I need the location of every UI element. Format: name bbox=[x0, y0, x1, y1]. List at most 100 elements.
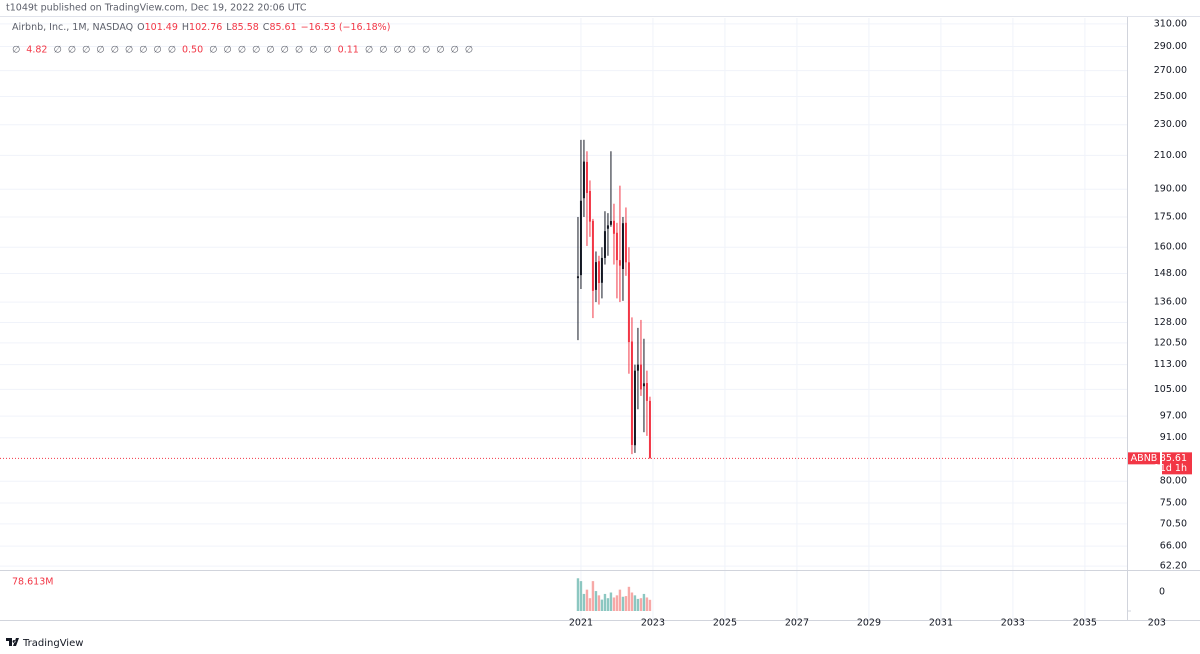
symbol: Airbnb, Inc., 1M, NASDAQ bbox=[12, 22, 133, 33]
x-tick-label: 2033 bbox=[1001, 618, 1025, 629]
candle-body bbox=[615, 232, 618, 261]
y-tick-label: 62.20 bbox=[1160, 561, 1187, 572]
y-tick-label: 128.00 bbox=[1154, 317, 1187, 328]
volume-bar bbox=[639, 598, 643, 611]
volume-bar bbox=[597, 595, 601, 611]
y-tick-label: 190.00 bbox=[1154, 184, 1187, 195]
y-tick-label: 113.00 bbox=[1154, 359, 1187, 370]
indicator-value: ∅ bbox=[168, 45, 176, 56]
y-tick-label: 290.00 bbox=[1154, 41, 1187, 52]
volume-tick-label: 0 bbox=[1159, 587, 1165, 598]
y-tick-label: 250.00 bbox=[1154, 91, 1187, 102]
indicator-value: ∅ bbox=[125, 45, 133, 56]
y-tick-label: 91.00 bbox=[1160, 432, 1187, 443]
volume-bar bbox=[603, 593, 607, 611]
candle-body bbox=[588, 190, 591, 222]
candle-body bbox=[603, 231, 606, 258]
x-tick-label: 203 bbox=[1148, 618, 1166, 629]
attribution: t1049t published on TradingView.com, Dec… bbox=[6, 3, 307, 14]
ohlc-key: H bbox=[182, 22, 189, 33]
volume-bar bbox=[630, 592, 634, 611]
indicator-value: ∅ bbox=[295, 45, 303, 56]
x-tick-label: 2023 bbox=[641, 618, 665, 629]
candle-body bbox=[621, 223, 624, 270]
y-tick-label: 136.00 bbox=[1154, 297, 1187, 308]
y-tick-label: 80.00 bbox=[1160, 476, 1187, 487]
candle-body bbox=[624, 222, 627, 263]
indicator-value: ∅ bbox=[223, 45, 231, 56]
indicator-value: ∅ bbox=[379, 45, 387, 56]
indicator-value: ∅ bbox=[153, 45, 161, 56]
y-tick-label: 97.00 bbox=[1160, 411, 1187, 422]
indicator-value: ∅ bbox=[96, 45, 104, 56]
y-tick-label: 270.00 bbox=[1154, 65, 1187, 76]
candle-body bbox=[636, 364, 639, 371]
y-tick-label: 70.50 bbox=[1160, 518, 1187, 529]
y-tick-label: 120.50 bbox=[1154, 337, 1187, 348]
volume-bar bbox=[642, 593, 646, 611]
volume-bar bbox=[621, 596, 625, 611]
volume-bar bbox=[648, 599, 652, 611]
y-tick-label: 160.00 bbox=[1154, 242, 1187, 253]
candle-body bbox=[618, 260, 621, 266]
volume-bar bbox=[588, 598, 592, 611]
indicator-value: ∅ bbox=[238, 45, 246, 56]
countdown: 11d 1h bbox=[1154, 463, 1187, 474]
candle-body bbox=[576, 276, 579, 279]
volume-bar bbox=[600, 599, 604, 611]
volume-bar bbox=[606, 598, 610, 611]
indicator-value: ∅ bbox=[393, 45, 401, 56]
candle-body bbox=[597, 261, 600, 284]
volume-legend: 78.613M bbox=[12, 577, 53, 588]
ohlc-value: 102.76 bbox=[189, 22, 222, 33]
indicator-value: ∅ bbox=[139, 45, 147, 56]
candle-body bbox=[648, 400, 651, 459]
symbol-tag-bg bbox=[1128, 452, 1160, 465]
candle-body bbox=[612, 220, 615, 234]
indicator-value: ∅ bbox=[408, 45, 416, 56]
indicator-value: 0.11 bbox=[338, 45, 359, 56]
volume-bar bbox=[591, 581, 595, 611]
x-tick-label: 2031 bbox=[929, 618, 953, 629]
candle-body bbox=[594, 262, 597, 290]
volume-bar bbox=[618, 589, 622, 611]
volume-bar bbox=[576, 578, 580, 611]
candle-body bbox=[591, 220, 594, 291]
x-tick-label: 2035 bbox=[1073, 618, 1097, 629]
candle-body bbox=[627, 262, 630, 343]
indicator-value: ∅ bbox=[422, 45, 430, 56]
tradingview-logo: TradingView bbox=[6, 638, 83, 649]
ohlc-value: 85.58 bbox=[232, 22, 259, 33]
price-tag: 85.61 bbox=[1160, 453, 1187, 464]
indicator-value: ∅ bbox=[323, 45, 331, 56]
grid bbox=[0, 18, 1127, 620]
y-tick-label: 210.00 bbox=[1154, 150, 1187, 161]
candle-body bbox=[633, 370, 636, 446]
volume-bar bbox=[582, 593, 586, 611]
volume-bar bbox=[615, 595, 619, 611]
change: −16.53 (−16.18%) bbox=[301, 22, 391, 33]
indicator-value: 4.82 bbox=[26, 45, 47, 56]
y-tick-label: 105.00 bbox=[1154, 384, 1187, 395]
x-tick-label: 2025 bbox=[713, 618, 737, 629]
indicator-value: ∅ bbox=[436, 45, 444, 56]
volume-bar bbox=[594, 591, 598, 611]
candle-body bbox=[579, 200, 582, 276]
indicator-value: ∅ bbox=[365, 45, 373, 56]
volume-bar bbox=[579, 581, 583, 611]
y-tick-label: 75.00 bbox=[1160, 498, 1187, 509]
volume-bar bbox=[585, 589, 589, 611]
volume-bar bbox=[633, 595, 637, 611]
brand: TradingView bbox=[22, 638, 83, 649]
indicator-value: ∅ bbox=[281, 45, 289, 56]
indicator-value: ∅ bbox=[111, 45, 119, 56]
logo-mark bbox=[6, 638, 19, 646]
candle-body bbox=[645, 383, 648, 401]
volume-bar bbox=[624, 596, 628, 611]
ohlc-key: O bbox=[137, 22, 144, 33]
legend: Airbnb, Inc., 1M, NASDAQ O101.49 H102.76 L8… bbox=[12, 22, 390, 33]
candle-body bbox=[600, 257, 603, 283]
indicator-value: ∅ bbox=[309, 45, 317, 56]
